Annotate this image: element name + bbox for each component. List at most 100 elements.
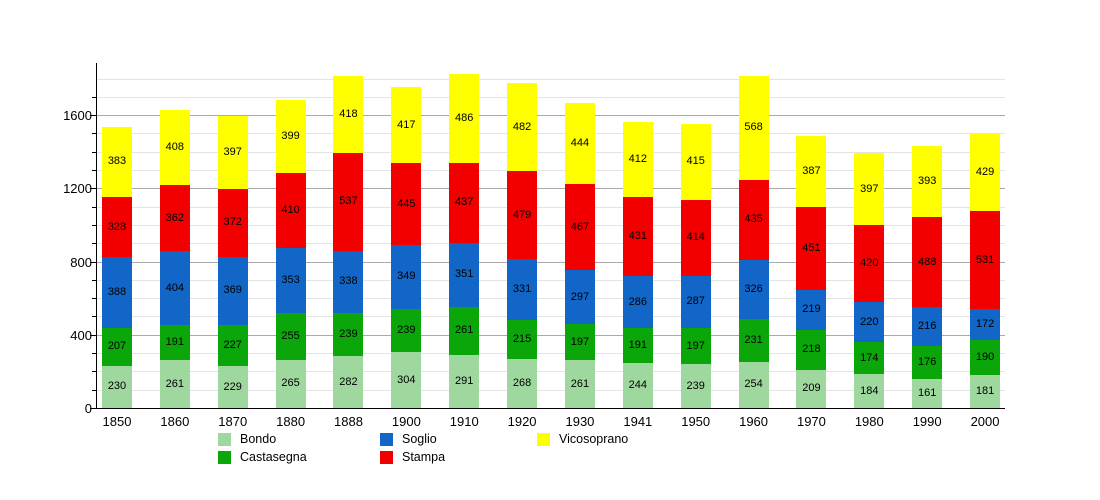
gridline [97,243,1005,245]
bar-segment-soglio-1850: 388 [102,257,132,329]
segment-value-label: 537 [339,195,358,208]
segment-value-label: 209 [802,382,821,395]
bar-segment-vicosoprano-1850: 383 [102,126,132,197]
bar-segment-bondo-1970: 209 [796,369,827,408]
y-axis-tick [92,170,96,172]
bar-segment-stampa-1941: 431 [622,197,653,277]
x-axis-tick-label: 1880 [276,414,306,429]
bar-segment-castasegna-1888: 239 [333,312,364,357]
segment-value-label: 286 [628,295,647,308]
y-axis-tick-label: 1200 [63,181,92,197]
bar-segment-bondo-1960: 254 [738,361,769,408]
x-axis-tick-label: 1950 [681,414,711,429]
segment-value-label: 207 [107,340,127,353]
x-axis-tick-label: 1888 [334,414,363,429]
segment-value-label: 435 [744,213,763,226]
segment-value-label: 291 [455,374,474,387]
segment-value-label: 369 [223,284,242,297]
segment-value-label: 531 [975,253,995,266]
segment-value-label: 229 [223,380,242,393]
segment-value-label: 338 [339,275,358,288]
bar-segment-castasegna-1850: 207 [102,328,132,366]
bar-segment-soglio-1990: 216 [912,306,943,347]
y-axis-tick [92,389,96,391]
bar-segment-castasegna-1870: 227 [217,324,248,367]
bar-segment-vicosoprano-1870: 397 [217,116,248,189]
gridline [97,206,1005,208]
bar-segment-bondo-1920: 268 [507,358,538,408]
bar-segment-bondo-1870: 229 [217,366,248,408]
bar-segment-soglio-1900: 349 [391,244,422,309]
segment-value-label: 239 [686,379,705,392]
gridline [97,115,1005,117]
segment-value-label: 174 [860,351,879,364]
x-axis-tick-label: 1870 [218,414,248,429]
bar-segment-stampa-1990: 488 [912,217,943,307]
bar-segment-soglio-1880: 353 [275,248,306,313]
bar-segment-vicosoprano-1888: 418 [333,76,364,153]
bar-segment-bondo-1990: 161 [912,378,943,408]
segment-value-label: 351 [455,268,474,281]
bar-segment-stampa-1880: 410 [275,173,306,249]
y-axis-tick-label: 400 [70,327,92,343]
bar-segment-castasegna-1880: 255 [275,312,306,360]
segment-value-label: 216 [917,320,937,333]
segment-value-label: 486 [455,111,474,124]
gridline [97,371,1005,373]
segment-value-label: 444 [570,137,590,150]
legend-swatch-vicosoprano [537,432,550,446]
bar-segment-stampa-1970: 451 [796,207,827,290]
bar-segment-bondo-1950: 239 [680,364,711,408]
segment-value-label: 445 [397,197,416,210]
bar-segment-vicosoprano-1900: 417 [391,87,422,164]
segment-value-label: 417 [397,118,416,131]
legend-label: Stampa [402,450,446,464]
bar-segment-soglio-2000: 172 [970,308,1001,341]
legend-item-bondo: Bondo [218,430,307,448]
segment-value-label: 353 [281,274,300,287]
legend-column: Vicosoprano [537,430,628,448]
bar-segment-bondo-1910: 291 [449,354,480,408]
bar-segment-stampa-1930: 467 [564,184,595,270]
y-axis-tick [92,133,96,135]
y-axis-tick [90,188,96,190]
bar-segment-vicosoprano-1970: 387 [796,136,827,208]
bar-segment-bondo-1900: 304 [391,352,422,408]
bar-segment-stampa-1980: 420 [854,225,885,303]
segment-value-label: 408 [165,141,185,154]
segment-value-label: 404 [165,281,185,294]
bar-segment-vicosoprano-1990: 393 [912,145,943,218]
segment-value-label: 328 [107,220,127,233]
bar-segment-castasegna-1860: 191 [159,325,190,361]
bar-segment-vicosoprano-1941: 412 [622,121,653,198]
legend-item-soglio: Soglio [380,430,445,448]
segment-value-label: 383 [107,155,127,168]
bar-segment-stampa-1888: 537 [333,152,364,251]
legend-swatch-castasegna [218,450,231,464]
segment-value-label: 431 [628,230,647,243]
legend-swatch-bondo [218,432,231,446]
legend-item-stampa: Stampa [380,448,445,466]
bar-segment-stampa-1960: 435 [738,179,769,260]
bar-segment-vicosoprano-1960: 568 [738,76,769,180]
segment-value-label: 172 [975,317,995,330]
segment-value-label: 282 [339,375,358,388]
y-axis-tick [92,224,96,226]
segment-value-label: 414 [686,231,705,244]
y-axis-tick [92,243,96,245]
segment-value-label: 197 [686,339,705,352]
bar-segment-stampa-1900: 445 [391,163,422,245]
bar-segment-bondo-1930: 261 [564,360,595,408]
segment-value-label: 418 [339,107,358,120]
bar-segment-soglio-1970: 219 [796,289,827,330]
bar-segment-soglio-1920: 331 [507,259,538,320]
bar-segment-castasegna-1920: 215 [507,319,538,359]
segment-value-label: 220 [860,315,879,328]
y-axis-tick [90,261,96,263]
gridline [97,170,1005,172]
bar-segment-soglio-1860: 404 [159,251,190,326]
bar-segment-stampa-2000: 531 [970,211,1001,309]
segment-value-label: 387 [802,165,821,178]
x-axis-tick-label: 1930 [565,414,595,429]
